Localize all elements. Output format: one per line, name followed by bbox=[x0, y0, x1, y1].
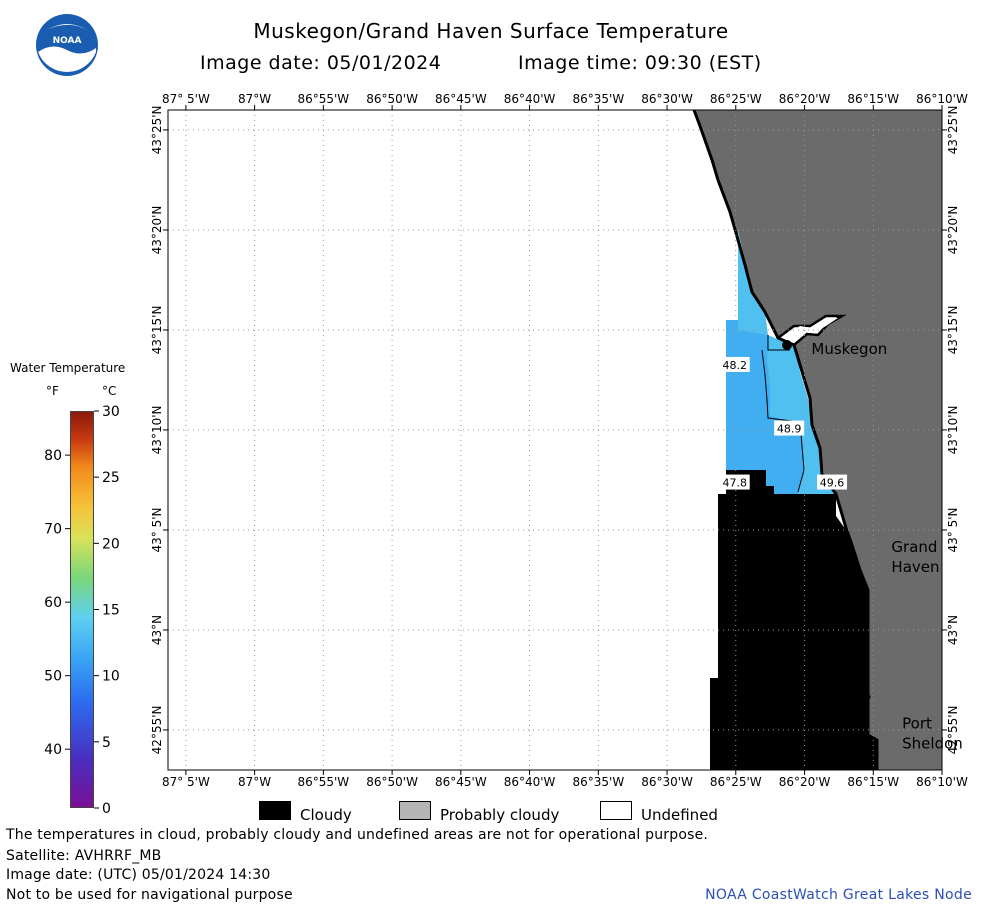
temperature-label-bg bbox=[719, 474, 750, 490]
logo-text: NOAA bbox=[53, 36, 82, 46]
lat-label-left: 43°20'N bbox=[150, 206, 164, 255]
lon-label-bottom: 86°15'W bbox=[847, 775, 899, 789]
celsius-tick-label: 10 bbox=[102, 669, 120, 685]
muskegon-lake-outline bbox=[777, 314, 847, 346]
celsius-tick-label: 0 bbox=[102, 801, 111, 817]
lon-label-bottom: 86°50'W bbox=[366, 775, 418, 789]
lat-label-left: 43°25'N bbox=[150, 106, 164, 155]
lon-label-top: 86°20'W bbox=[779, 92, 831, 106]
shoreline bbox=[692, 109, 879, 770]
lon-label-bottom: 86°20'W bbox=[779, 775, 831, 789]
temperature-label: 48.9 bbox=[777, 423, 802, 436]
undefined-label: Undefined bbox=[641, 806, 718, 824]
temperature-label-bg bbox=[774, 420, 805, 436]
temperature-label: 48.2 bbox=[722, 359, 747, 372]
fahrenheit-tick-label: 50 bbox=[44, 669, 62, 685]
lon-label-top: 86°35'W bbox=[572, 92, 624, 106]
lon-label-bottom: 87°W bbox=[238, 775, 271, 789]
celsius-tick-label: 25 bbox=[102, 470, 120, 486]
temperature-label-bg bbox=[817, 474, 848, 490]
navigation-warning: Not to be used for navigational purpose bbox=[6, 887, 293, 903]
fahrenheit-tick-label: 40 bbox=[44, 742, 62, 758]
place-label: Sheldon bbox=[902, 734, 963, 752]
celsius-tick-label: 30 bbox=[102, 404, 120, 420]
temperature-label: 47.8 bbox=[722, 477, 747, 490]
fahrenheit-tick-label: 80 bbox=[44, 448, 62, 464]
lon-label-top: 86°50'W bbox=[366, 92, 418, 106]
lon-label-bottom: 86°45'W bbox=[435, 775, 487, 789]
map-frame bbox=[167, 109, 943, 771]
lon-label-bottom: 86°30'W bbox=[641, 775, 693, 789]
city-marker bbox=[865, 694, 871, 700]
disclaimer-text: The temperatures in cloud, probably clou… bbox=[6, 827, 709, 843]
lat-label-left: 43° 5'N bbox=[150, 508, 164, 553]
cloudy-swatch bbox=[259, 801, 291, 820]
probably-cloudy-label: Probably cloudy bbox=[440, 806, 560, 824]
lon-label-top: 86°40'W bbox=[504, 92, 556, 106]
fahrenheit-tick-label: 70 bbox=[44, 522, 62, 538]
lon-label-top: 86°15'W bbox=[847, 92, 899, 106]
unit-fahrenheit: °F bbox=[46, 384, 59, 398]
cloudy-label: Cloudy bbox=[300, 806, 352, 824]
map-title: Muskegon/Grand Haven Surface Temperature bbox=[253, 19, 729, 43]
place-label: Muskegon bbox=[811, 340, 887, 358]
isotherm-line bbox=[767, 335, 790, 351]
lat-label-right: 43°25'N bbox=[946, 106, 960, 155]
temperature-label-bg bbox=[719, 356, 750, 372]
credit-link[interactable]: NOAA CoastWatch Great Lakes Node bbox=[705, 887, 972, 903]
undefined-swatch bbox=[600, 801, 632, 820]
place-label: Haven bbox=[891, 558, 939, 576]
colorbar-title: Water Temperature bbox=[10, 361, 126, 375]
lon-label-bottom: 86°10'W bbox=[916, 775, 968, 789]
lat-label-left: 43°N bbox=[150, 615, 164, 645]
probably-cloudy-swatch bbox=[399, 801, 431, 820]
lon-label-top: 87° 5'W bbox=[162, 92, 210, 106]
utc-date-text: Image date: (UTC) 05/01/2024 14:30 bbox=[6, 867, 271, 883]
cloud-mask bbox=[710, 470, 877, 770]
lon-label-top: 86°55'W bbox=[297, 92, 349, 106]
lon-label-bottom: 86°40'W bbox=[504, 775, 556, 789]
temperature-label: 49.6 bbox=[820, 477, 845, 490]
lon-label-top: 86°30'W bbox=[641, 92, 693, 106]
lat-label-left: 43°10'N bbox=[150, 406, 164, 455]
place-label: Grand bbox=[891, 538, 937, 556]
lon-label-top: 86°45'W bbox=[435, 92, 487, 106]
lon-label-bottom: 86°55'W bbox=[297, 775, 349, 789]
place-label: Port bbox=[902, 714, 932, 732]
lat-label-right: 43° 5'N bbox=[946, 508, 960, 553]
lon-label-bottom: 86°25'W bbox=[710, 775, 762, 789]
fahrenheit-tick-label: 60 bbox=[44, 595, 62, 611]
celsius-tick-label: 15 bbox=[102, 603, 120, 619]
muskegon-lake bbox=[786, 318, 838, 340]
celsius-tick-label: 5 bbox=[102, 735, 111, 751]
isotherm-line bbox=[761, 349, 805, 493]
lat-label-right: 43°10'N bbox=[946, 406, 960, 455]
lat-label-right: 42°55'N bbox=[946, 706, 960, 755]
noaa-logo: NOAA bbox=[36, 14, 98, 76]
lon-label-bottom: 86°35'W bbox=[572, 775, 624, 789]
image-time: Image time: 09:30 (EST) bbox=[518, 52, 762, 74]
unit-celsius: °C bbox=[102, 384, 117, 398]
lon-label-top: 86°25'W bbox=[710, 92, 762, 106]
lat-label-left: 42°55'N bbox=[150, 706, 164, 755]
lat-label-left: 43°15'N bbox=[150, 306, 164, 355]
colorbar bbox=[70, 411, 94, 808]
city-marker bbox=[782, 340, 792, 350]
lat-label-right: 43°20'N bbox=[946, 206, 960, 255]
lon-label-bottom: 87° 5'W bbox=[162, 775, 210, 789]
image-date: Image date: 05/01/2024 bbox=[200, 52, 442, 74]
lon-label-top: 87°W bbox=[238, 92, 271, 106]
celsius-tick-label: 20 bbox=[102, 536, 120, 552]
lat-label-right: 43°N bbox=[946, 615, 960, 645]
lon-label-top: 86°10'W bbox=[916, 92, 968, 106]
satellite-text: Satellite: AVHRRF_MB bbox=[6, 848, 162, 864]
lat-label-right: 43°15'N bbox=[946, 306, 960, 355]
